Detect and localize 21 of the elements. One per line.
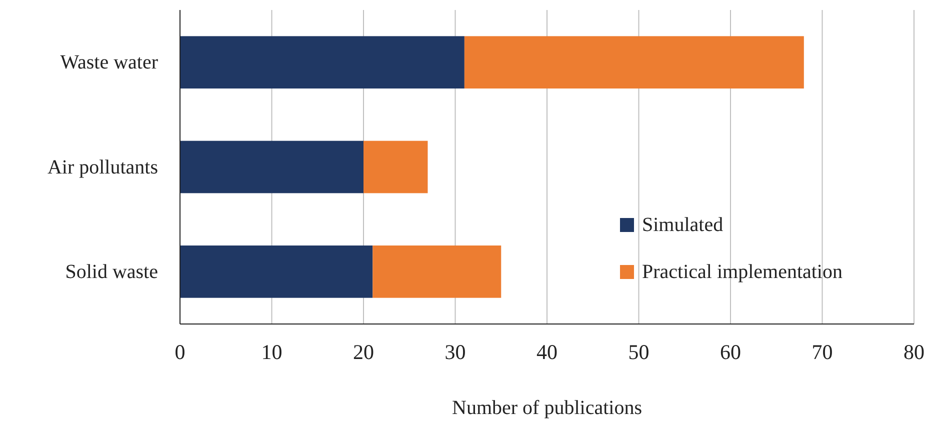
x-tick-label: 0 xyxy=(174,340,186,364)
x-tick-label: 50 xyxy=(628,340,650,364)
x-tick-label: 80 xyxy=(904,340,924,364)
bar xyxy=(180,36,464,88)
bar xyxy=(364,140,428,194)
x-tick-label: 30 xyxy=(444,340,466,364)
legend-label: Simulated xyxy=(642,214,724,236)
x-tick-label: 60 xyxy=(720,340,741,364)
bar xyxy=(372,246,502,298)
x-tick-label: 20 xyxy=(353,340,374,364)
x-tick-label: 40 xyxy=(536,340,558,364)
x-tick-label: 10 xyxy=(261,340,282,364)
y-tick-label: Waste water xyxy=(60,52,158,74)
bar xyxy=(180,140,364,194)
bar xyxy=(180,246,373,298)
y-tick-label: Air pollutants xyxy=(47,156,158,178)
y-tick-label: Solid waste xyxy=(65,261,158,284)
bar xyxy=(464,36,804,88)
x-axis-title: Number of publications xyxy=(452,397,642,419)
legend-label: Practical implementation xyxy=(642,261,842,283)
x-tick-label: 70 xyxy=(812,340,833,364)
